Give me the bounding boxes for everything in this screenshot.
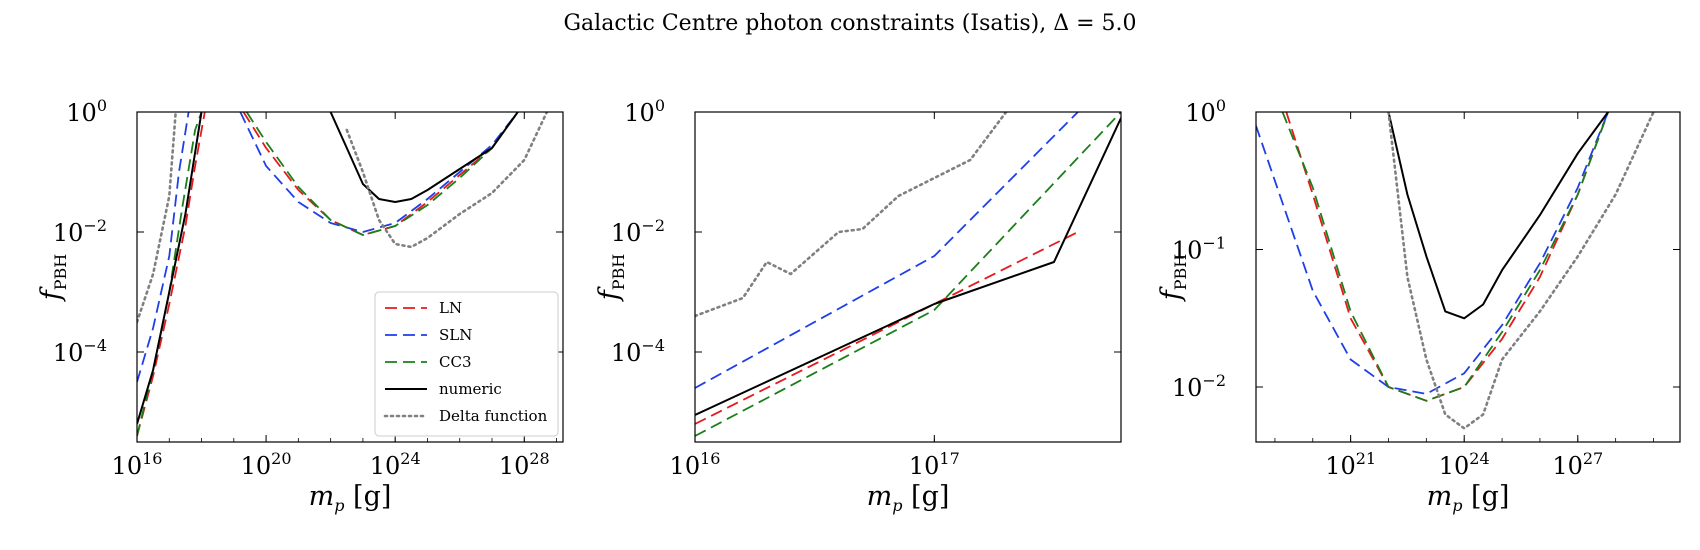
- y-axis-label: fPBH: [1156, 254, 1190, 303]
- y-axis-label: fPBH: [594, 254, 628, 303]
- axes-frame: [136, 111, 564, 443]
- y-tick-label: 10−4: [611, 336, 665, 367]
- figure-title: Galactic Centre photon constraints (Isat…: [563, 11, 1136, 36]
- series-numeric: [695, 117, 1121, 416]
- x-tick-label: 1021: [1325, 449, 1376, 480]
- y-tick-label: 100: [624, 96, 665, 127]
- x-axis-label: mp [g]: [1427, 481, 1510, 515]
- series-numeric: [1387, 112, 1609, 320]
- series-delta-function: [1387, 112, 1655, 430]
- legend-label-numeric: numeric: [439, 380, 502, 398]
- series-ln: [695, 231, 1079, 425]
- legend-frame: [374, 291, 559, 437]
- legend-label-delta-function: Delta function: [439, 407, 548, 425]
- axes-frame: [1255, 111, 1681, 443]
- axes-frame: [694, 111, 1122, 443]
- legend-label-sln: SLN: [439, 326, 472, 344]
- x-axis-label: mp [g]: [867, 481, 950, 515]
- x-tick-label: 1020: [241, 449, 292, 480]
- series-delta-function: [137, 112, 549, 324]
- panel-middle: 1016 1017 100 10−2 10−4 mp [g] fPBH: [594, 96, 1122, 515]
- legend-label-cc3: CC3: [439, 353, 472, 371]
- y-tick-label: 10−2: [611, 216, 665, 247]
- legend: LN SLN CC3 numeric Delta function: [374, 291, 559, 437]
- y-tick-label: 10−4: [53, 336, 107, 367]
- y-tick-label: 100: [1185, 96, 1226, 127]
- x-tick-label: 1016: [112, 449, 163, 480]
- series-cc3: [695, 112, 1121, 437]
- y-tick-label: 10−2: [1172, 371, 1226, 402]
- series-cc3: [1281, 112, 1609, 402]
- series-delta-function: [695, 112, 1008, 318]
- x-tick-label: 1017: [909, 449, 960, 480]
- x-tick-label: 1024: [370, 449, 421, 480]
- x-axis-label: mp [g]: [309, 481, 392, 515]
- y-axis-label: fPBH: [36, 254, 70, 303]
- y-tick-label: 10−1: [1172, 234, 1226, 265]
- x-tick-label: 1016: [670, 449, 721, 480]
- y-tick-label: 10−2: [53, 216, 107, 247]
- series-ln: [1285, 112, 1609, 402]
- x-tick-label: 1027: [1552, 449, 1603, 480]
- legend-label-ln: LN: [439, 299, 462, 317]
- x-tick-label: 1024: [1439, 449, 1490, 480]
- series-sln: [695, 112, 1079, 389]
- series-sln: [1256, 112, 1609, 395]
- panel-right: 1021 1024 1027 100 10−1 10−2 mp [g] fPBH: [1156, 96, 1681, 515]
- y-tick-label: 100: [66, 96, 107, 127]
- x-tick-label: 1028: [499, 449, 550, 480]
- series-numeric: [137, 112, 519, 425]
